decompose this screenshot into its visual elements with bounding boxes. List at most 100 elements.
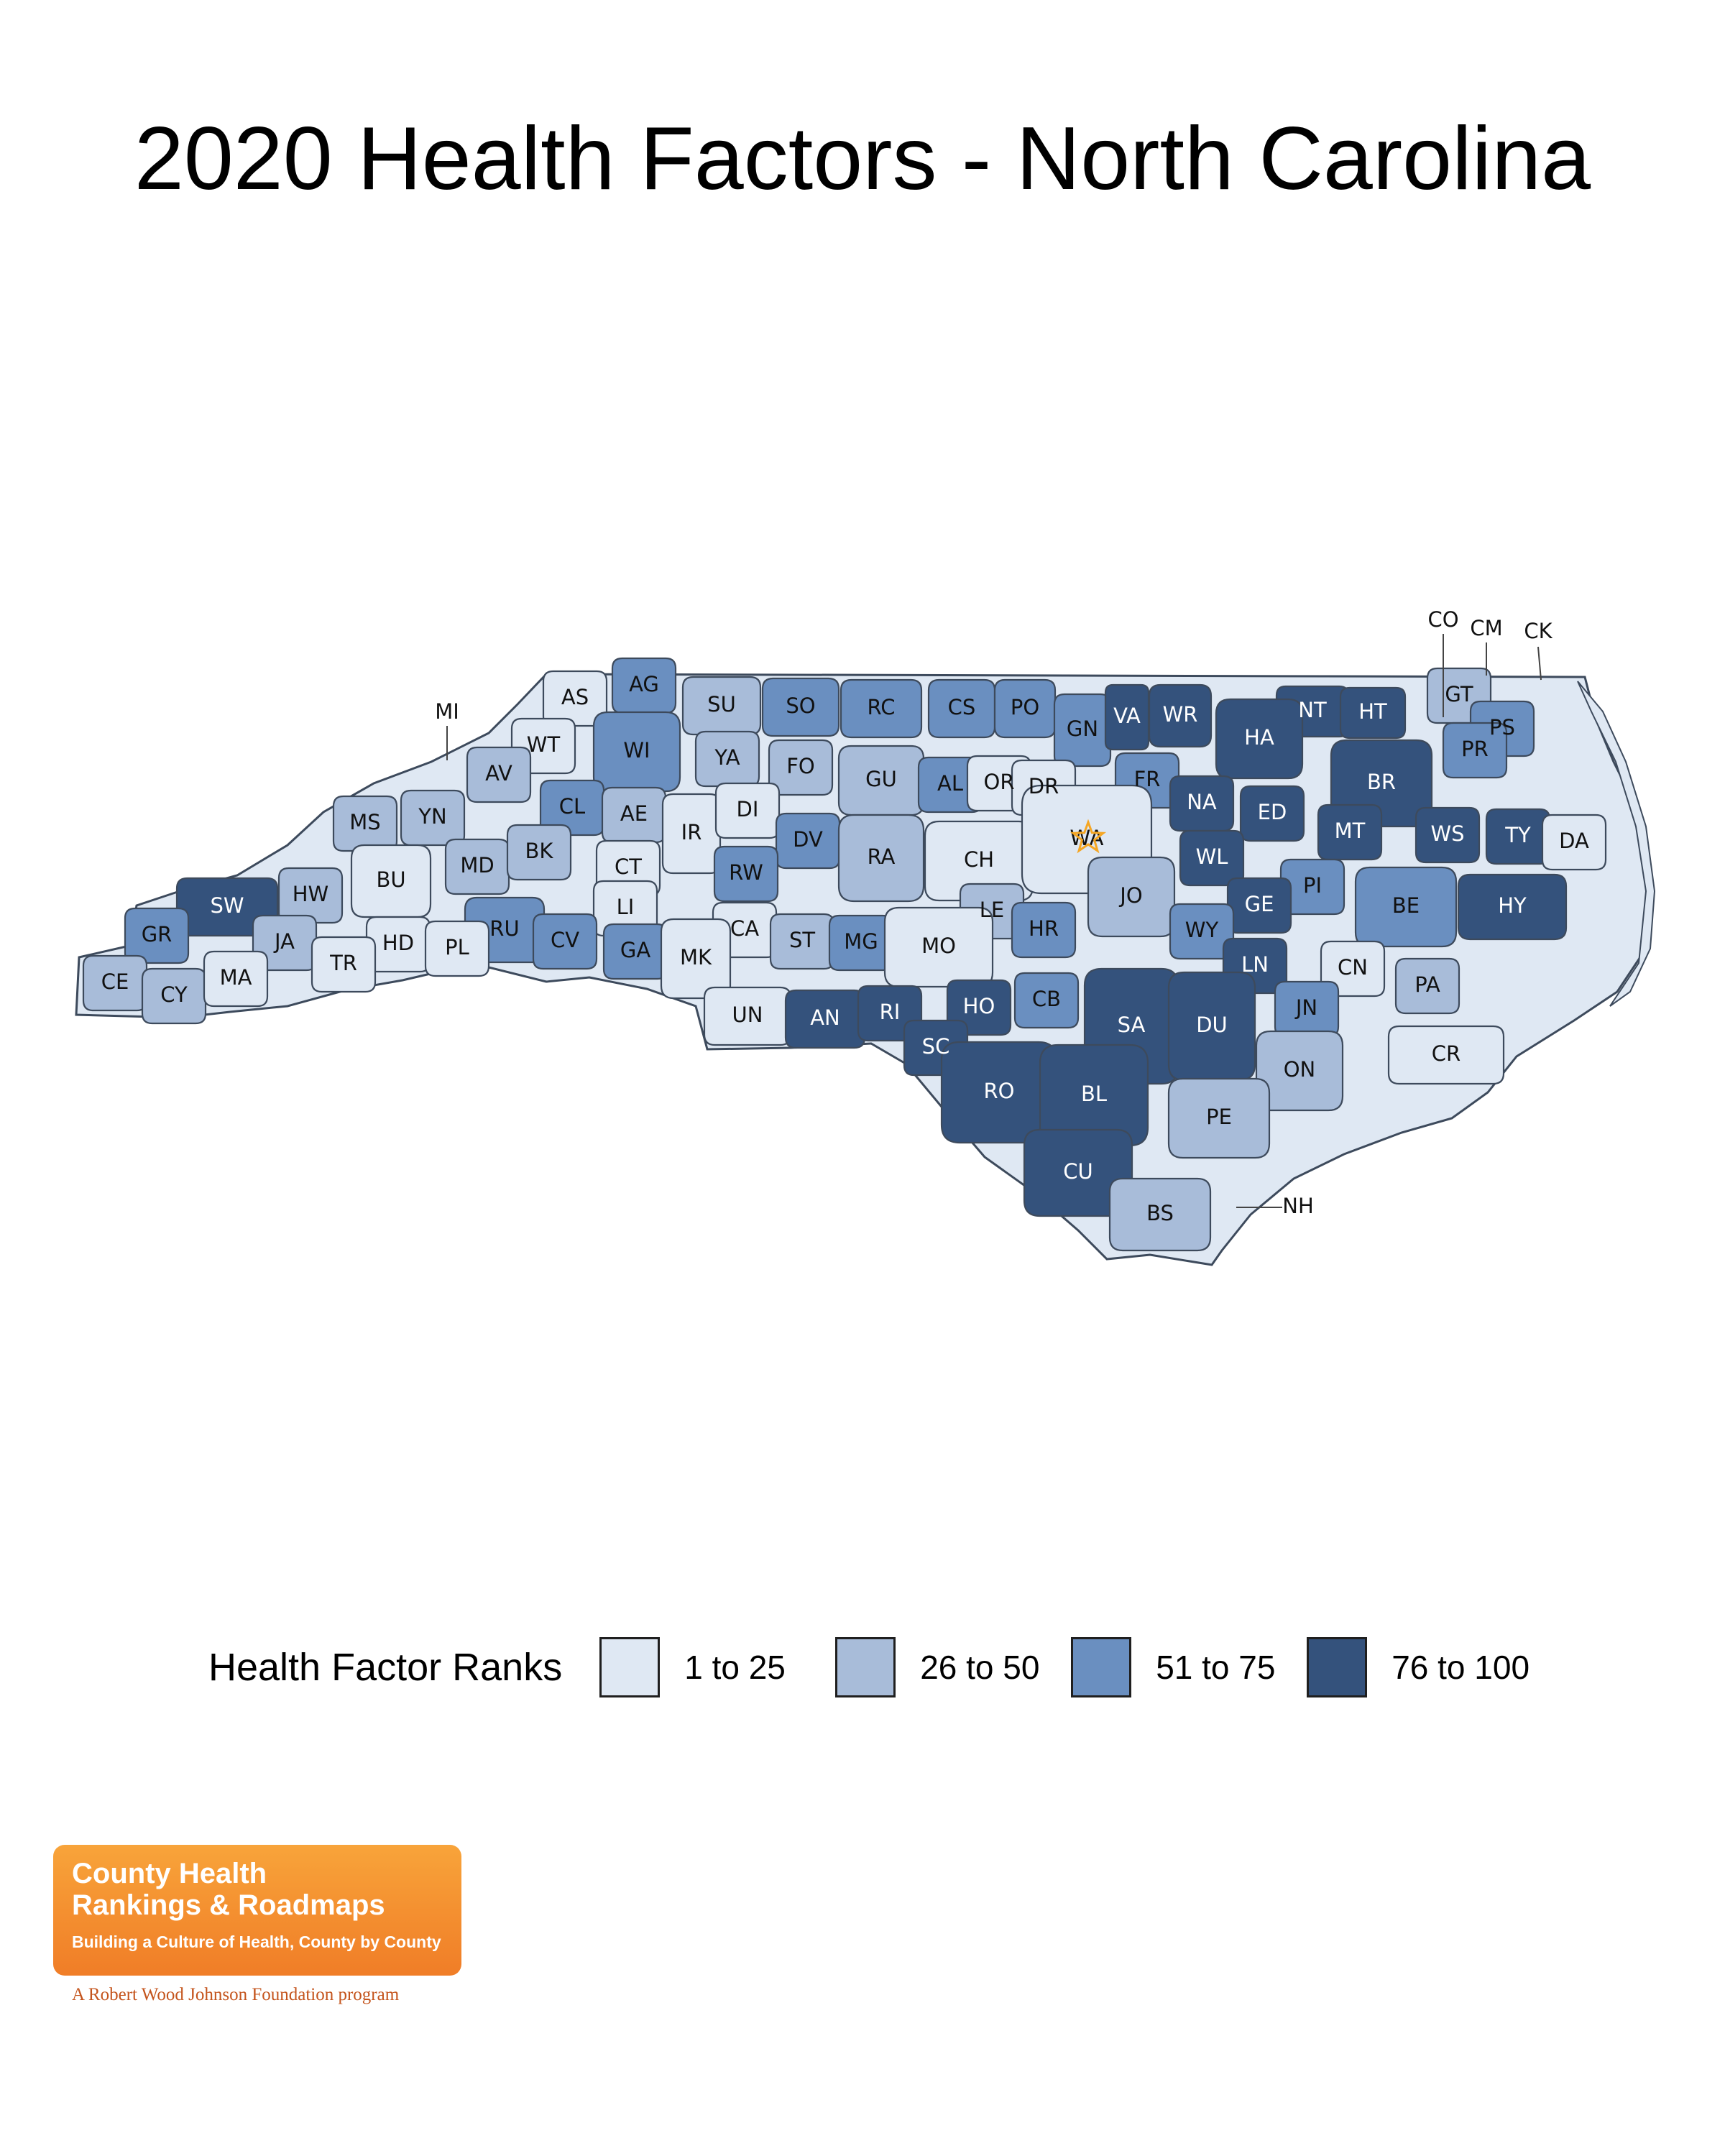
county-label: OR	[984, 770, 1015, 794]
county-mt[interactable]	[1317, 803, 1383, 861]
legend-item-4: 76 to 100	[1307, 1637, 1530, 1697]
county-label: NA	[1187, 790, 1217, 814]
county-label: DI	[737, 797, 759, 821]
county-wi[interactable]	[592, 711, 681, 793]
county-wr[interactable]	[1148, 683, 1213, 748]
county-label: PA	[1414, 972, 1440, 997]
county-label: CU	[1063, 1159, 1092, 1184]
county-fo[interactable]	[768, 739, 834, 796]
county-bk[interactable]	[506, 824, 572, 881]
county-label: PO	[1011, 695, 1039, 719]
county-ge[interactable]	[1226, 877, 1292, 934]
county-ht[interactable]	[1339, 686, 1407, 740]
county-av[interactable]	[466, 746, 532, 803]
county-label: HA	[1244, 725, 1274, 750]
county-label: MG	[844, 929, 878, 954]
county-hd[interactable]	[365, 916, 431, 973]
county-label: LE	[980, 898, 1004, 922]
county-label: GT	[1445, 682, 1473, 706]
county-po[interactable]	[993, 678, 1057, 739]
county-label: FR	[1134, 767, 1161, 791]
county-label: TY	[1504, 823, 1531, 847]
county-ja[interactable]	[252, 914, 318, 972]
logo-tagline: Building a Culture of Health, County by …	[72, 1932, 441, 1951]
county-label: WY	[1185, 918, 1219, 942]
county-hy[interactable]	[1457, 873, 1568, 941]
logo-line-1: County Health	[72, 1858, 267, 1889]
county-da[interactable]	[1541, 814, 1607, 871]
legend-swatch	[1307, 1637, 1368, 1697]
legend-swatch	[835, 1637, 896, 1697]
county-label: JA	[273, 929, 295, 954]
county-cl[interactable]	[539, 779, 605, 837]
chrr-logo[interactable]: County Health Rankings & Roadmaps Buildi…	[53, 1845, 461, 1976]
county-pa[interactable]	[1394, 957, 1460, 1015]
county-tr[interactable]	[310, 936, 377, 993]
county-label: AG	[629, 672, 659, 696]
county-label: ED	[1258, 800, 1287, 824]
county-label: FO	[786, 754, 815, 778]
county-cs[interactable]	[927, 678, 996, 739]
county-label: AL	[937, 771, 963, 796]
county-label: RW	[729, 860, 763, 885]
county-cn[interactable]	[1320, 940, 1386, 998]
county-gr[interactable]	[124, 907, 190, 964]
logo-title: County Health Rankings & Roadmaps	[72, 1858, 385, 1921]
county-label: MA	[220, 965, 252, 990]
county-ra[interactable]	[837, 814, 925, 903]
county-label: DR	[1029, 774, 1059, 798]
county-label: CN	[1338, 955, 1368, 980]
county-ty[interactable]	[1485, 808, 1551, 865]
county-rc[interactable]	[840, 678, 923, 739]
county-label: JN	[1294, 995, 1317, 1020]
county-label: GR	[142, 922, 172, 946]
legend-label: 76 to 100	[1392, 1649, 1530, 1686]
county-label: BE	[1392, 893, 1420, 918]
county-cv[interactable]	[532, 913, 598, 970]
county-cb[interactable]	[1013, 972, 1080, 1029]
county-label: MD	[460, 853, 494, 877]
county-label: MT	[1335, 819, 1366, 843]
county-dv[interactable]	[775, 812, 841, 870]
county-label: CE	[101, 969, 129, 994]
county-be[interactable]	[1354, 866, 1458, 948]
county-ce[interactable]	[82, 954, 148, 1012]
county-ws[interactable]	[1414, 806, 1481, 864]
county-hw[interactable]	[277, 867, 344, 924]
county-rw[interactable]	[713, 845, 779, 903]
county-label: GU	[865, 767, 897, 791]
county-label: AE	[620, 801, 648, 826]
county-so[interactable]	[761, 677, 840, 737]
county-di[interactable]	[714, 782, 781, 839]
county-hr[interactable]	[1011, 901, 1077, 959]
legend-item-3: 51 to 75	[1071, 1637, 1285, 1697]
county-ma[interactable]	[203, 950, 269, 1008]
county-ha[interactable]	[1215, 698, 1304, 780]
county-label: BU	[376, 867, 405, 892]
county-label: LN	[1241, 952, 1269, 977]
county-label: PR	[1461, 737, 1489, 761]
county-cr[interactable]	[1387, 1025, 1505, 1085]
county-label: CT	[615, 854, 642, 879]
county-label: WI	[623, 738, 650, 763]
county-ed[interactable]	[1239, 785, 1305, 842]
county-label: CV	[551, 928, 579, 952]
county-label: PE	[1206, 1105, 1232, 1129]
county-pe[interactable]	[1167, 1077, 1271, 1159]
county-on[interactable]	[1255, 1030, 1344, 1112]
county-jo[interactable]	[1087, 856, 1176, 938]
county-label: CH	[964, 847, 994, 872]
county-va[interactable]	[1104, 683, 1150, 751]
county-pr[interactable]	[1442, 722, 1508, 779]
county-label: MO	[921, 934, 956, 958]
county-pl[interactable]	[424, 920, 490, 977]
logo-footer: A Robert Wood Johnson Foundation program	[72, 1985, 400, 2004]
legend-item-1: 1 to 25	[599, 1637, 814, 1697]
county-label: BL	[1081, 1082, 1107, 1106]
county-label: NH	[1282, 1194, 1314, 1218]
county-label: BS	[1146, 1201, 1174, 1225]
county-pi[interactable]	[1279, 858, 1346, 916]
county-label: UN	[732, 1003, 763, 1027]
county-bs[interactable]	[1108, 1177, 1212, 1252]
